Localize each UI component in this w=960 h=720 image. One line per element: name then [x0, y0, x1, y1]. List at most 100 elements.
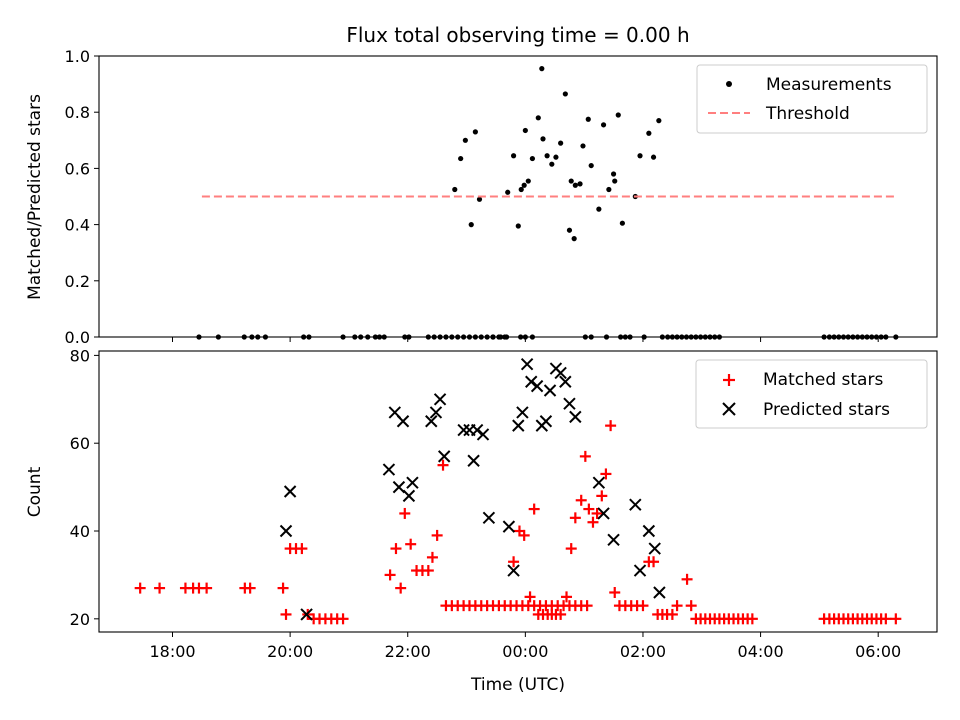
matched-stars-point	[201, 582, 213, 594]
matched-stars-point	[880, 613, 892, 625]
predicted-stars-point	[437, 450, 451, 463]
bottom-x-tick-label: 20:00	[267, 642, 313, 661]
predicted-stars-point	[406, 476, 419, 489]
bottom-x-tick-label: 00:00	[502, 642, 548, 661]
legend-label-measurements: Measurements	[766, 75, 892, 95]
legend-label-predicted-stars: Predicted stars	[763, 400, 890, 420]
predicted-stars-point	[502, 520, 516, 533]
matched-stars-point	[685, 600, 697, 612]
matched-stars-point	[671, 600, 683, 612]
bottom-x-axis-label: Time (UTC)	[470, 675, 565, 695]
measurements-point	[588, 162, 594, 169]
predicted-stars-point	[425, 415, 438, 428]
predicted-stars-point	[597, 507, 610, 520]
matched-stars-point	[596, 490, 608, 502]
matched-stars-point	[583, 503, 595, 515]
measurements-point	[452, 186, 458, 193]
measurements-point	[540, 136, 546, 142]
predicted-stars-point	[396, 415, 410, 428]
top-chart-title: Flux total observing time = 0.00 h	[346, 23, 689, 47]
predicted-stars-point	[279, 524, 293, 538]
matched-stars-point	[134, 582, 146, 594]
top-y-tick-label: 0.4	[65, 216, 90, 235]
measurements-point	[535, 115, 541, 121]
bottom-axes-frame	[98, 350, 938, 633]
bottom-x-tick-label: 04:00	[738, 642, 784, 661]
predicted-stars-point	[283, 485, 297, 498]
matched-stars-point	[565, 543, 577, 555]
bottom-x-tick-label: 22:00	[385, 642, 431, 661]
top-y-axis-label: Matched/Predicted stars	[25, 94, 45, 300]
bottom-panel: 20 40 60 80 18:00 20:00 22:00 00:00 02:00 04:00 0…	[25, 346, 938, 695]
predicted-stars-point	[457, 423, 470, 437]
predicted-stars-point	[482, 511, 496, 525]
measurements-point	[553, 154, 559, 160]
measurements-point	[568, 178, 574, 184]
matched-stars-point	[746, 613, 758, 625]
top-x-ticks	[172, 337, 879, 342]
predicted-stars-point	[569, 410, 582, 424]
matched-stars-point	[681, 573, 693, 585]
measurements-point	[600, 122, 607, 128]
measurements-point	[472, 129, 478, 135]
top-y-tick-label: 0.6	[65, 159, 90, 178]
predicted-stars-point	[629, 498, 642, 511]
matched-stars-point	[569, 512, 581, 524]
top-legend: Measurements Threshold	[696, 64, 928, 134]
measurements-point	[650, 154, 657, 160]
measurements-point	[510, 153, 517, 159]
matched-stars-point	[277, 582, 289, 594]
top-y-tick-label: 0.2	[65, 272, 90, 291]
measurements-point	[462, 137, 468, 143]
measurements-point	[612, 178, 618, 184]
matched-stars-point	[399, 507, 411, 519]
measurements-point	[615, 112, 621, 118]
predicted-stars-point	[607, 533, 620, 547]
matched-stars-point	[561, 591, 573, 603]
predicted-stars-point	[429, 406, 443, 419]
top-y-tick-label: 1.0	[65, 47, 90, 66]
bottom-x-tick-label: 18:00	[149, 642, 195, 661]
matched-stars-point	[600, 468, 612, 480]
measurements-point	[637, 153, 643, 159]
matched-stars-point	[591, 507, 603, 519]
predicted-stars-point	[642, 524, 656, 538]
predicted-stars-point	[476, 428, 490, 441]
measurements-point	[572, 182, 578, 188]
predicted-stars-point	[467, 454, 480, 467]
predicted-stars-point	[512, 419, 525, 432]
matched-stars-point	[422, 565, 434, 577]
predicted-stars-point	[554, 366, 567, 380]
measurements-point	[577, 181, 583, 187]
matched-stars-point	[609, 586, 621, 598]
measurements-point	[525, 178, 531, 184]
bottom-x-tick-label: 02:00	[620, 642, 666, 661]
predicted-stars-point	[300, 608, 313, 621]
top-series-layer	[196, 66, 899, 340]
matched-stars-point	[296, 543, 308, 555]
matched-stars-point	[337, 613, 349, 625]
bottom-x-ticks: 18:00 20:00 22:00 00:00 02:00 04:00 06:00	[149, 632, 901, 661]
matched-stars-point	[508, 556, 520, 568]
matched-stars-point	[390, 543, 402, 555]
bottom-y-tick-label: 20	[70, 610, 90, 629]
matched-stars-point	[426, 551, 438, 563]
matched-stars-point	[666, 608, 678, 620]
bottom-y-ticks: 20 40 60 80	[70, 346, 99, 629]
matched-stars-point	[555, 608, 567, 620]
predicted-stars-point	[392, 480, 406, 494]
bottom-legend: Matched stars Predicted stars	[695, 359, 928, 429]
predicted-stars-point	[559, 375, 572, 388]
matched-stars-point	[890, 613, 902, 625]
legend-label-threshold: Threshold	[765, 104, 850, 124]
matched-stars-point	[587, 516, 599, 528]
bottom-series-layer	[134, 357, 902, 625]
measurements-point	[522, 127, 528, 134]
measurements-point	[518, 186, 524, 193]
matched-stars-point	[637, 600, 649, 612]
measurements-point	[619, 220, 625, 226]
legend-marker-measurements	[726, 81, 732, 87]
matched-stars-point	[575, 494, 587, 506]
measurements-point	[646, 130, 652, 136]
